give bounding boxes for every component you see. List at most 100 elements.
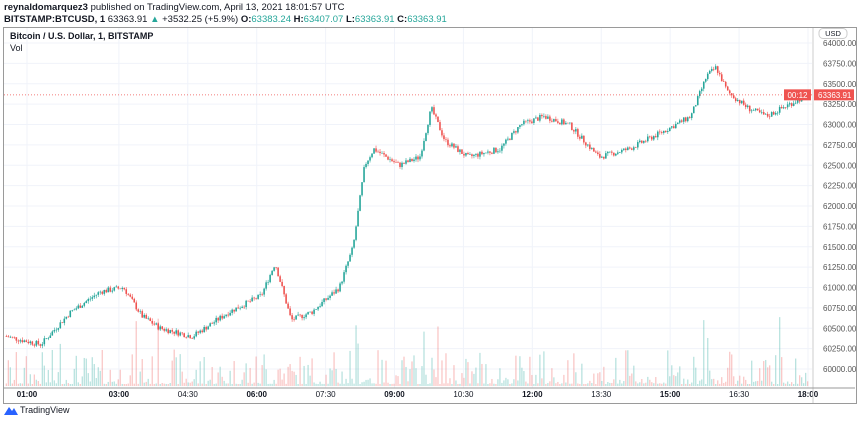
candle — [485, 152, 487, 154]
candle — [764, 113, 767, 115]
volume-bar — [761, 380, 763, 386]
volume-bar — [21, 383, 23, 386]
candle — [676, 122, 679, 124]
volume-bar — [735, 383, 737, 386]
candle — [760, 112, 763, 113]
volume-bar — [309, 375, 311, 386]
candle — [758, 110, 761, 113]
candle — [660, 132, 663, 133]
candle — [53, 330, 56, 332]
volume-bar — [777, 384, 779, 386]
candle — [189, 335, 191, 339]
volume-bar — [635, 381, 637, 386]
candle — [335, 289, 337, 294]
author[interactable]: reynaldomarquez3 — [4, 2, 88, 13]
candle — [784, 107, 787, 108]
volume-bar — [57, 372, 59, 386]
candle — [706, 73, 709, 80]
candle — [696, 96, 699, 106]
volume-bar — [43, 365, 45, 386]
tradingview-logo[interactable]: TradingView — [4, 405, 70, 415]
volume-bar — [127, 383, 129, 386]
volume-bar — [511, 383, 513, 386]
c-label: C: — [397, 14, 408, 25]
candle — [337, 289, 339, 292]
candle — [319, 306, 321, 307]
candle — [417, 156, 419, 160]
candle — [788, 103, 791, 105]
volume-bar — [125, 383, 127, 386]
volume-bar — [201, 383, 203, 386]
volume-bar — [31, 383, 33, 386]
candle — [339, 283, 341, 292]
volume-bar — [599, 372, 601, 386]
volume-bar — [365, 379, 367, 386]
candle — [135, 302, 138, 310]
volume-bar — [671, 365, 673, 386]
candle — [97, 292, 100, 295]
candle — [21, 340, 24, 343]
volume-bar — [59, 343, 61, 386]
volume-bar — [443, 383, 445, 386]
chart-frame — [3, 27, 857, 404]
candle — [429, 111, 431, 125]
candle — [537, 117, 539, 121]
volume-bar — [107, 381, 109, 386]
candle — [712, 68, 715, 70]
candle — [708, 70, 711, 74]
volume-bar — [191, 381, 193, 386]
candle — [233, 309, 235, 312]
volume-bar — [751, 360, 753, 386]
candle — [393, 161, 395, 163]
volume-bar — [37, 381, 39, 386]
candle — [744, 104, 747, 108]
volume-bar — [225, 383, 227, 386]
candle — [23, 340, 26, 343]
volume-bar — [29, 374, 31, 386]
volume-bar — [713, 378, 715, 386]
volume-bar — [183, 382, 185, 386]
volume-bar — [529, 356, 531, 386]
volume-bar — [559, 383, 561, 386]
candle — [792, 103, 795, 106]
volume-bar — [259, 383, 261, 386]
volume-bar — [387, 382, 389, 386]
candle — [121, 287, 124, 290]
candle — [313, 309, 315, 314]
candle — [633, 147, 635, 150]
volume-bar — [729, 351, 731, 386]
candle — [73, 309, 76, 311]
candle — [251, 297, 253, 302]
volume-bar — [211, 366, 213, 386]
volume-bar — [545, 383, 547, 386]
volume-bar — [179, 354, 181, 386]
candle — [629, 147, 631, 149]
candle — [123, 287, 126, 290]
volume-bar — [755, 381, 757, 386]
volume-bar — [277, 369, 279, 386]
volume-bar — [257, 382, 259, 386]
candle — [407, 160, 409, 162]
candle — [453, 143, 455, 148]
y-tick-label: 63750.00 — [823, 59, 857, 68]
volume-bar — [743, 376, 745, 386]
volume-bar — [663, 382, 665, 386]
volume-bar — [71, 383, 73, 386]
volume-bar — [61, 383, 63, 386]
volume-bar — [653, 383, 655, 386]
volume-bar — [727, 367, 729, 386]
candle — [720, 74, 723, 82]
volume-bar — [27, 383, 29, 386]
volume-bar — [185, 378, 187, 386]
volume-bar — [155, 383, 157, 386]
candle — [746, 105, 749, 108]
candle — [742, 100, 745, 105]
volume-bar — [285, 383, 287, 386]
candle — [662, 130, 665, 133]
volume-bar — [487, 383, 489, 386]
candle — [205, 326, 207, 330]
candle — [157, 323, 160, 330]
volume-bar — [291, 370, 293, 386]
volume-bar — [363, 381, 365, 386]
